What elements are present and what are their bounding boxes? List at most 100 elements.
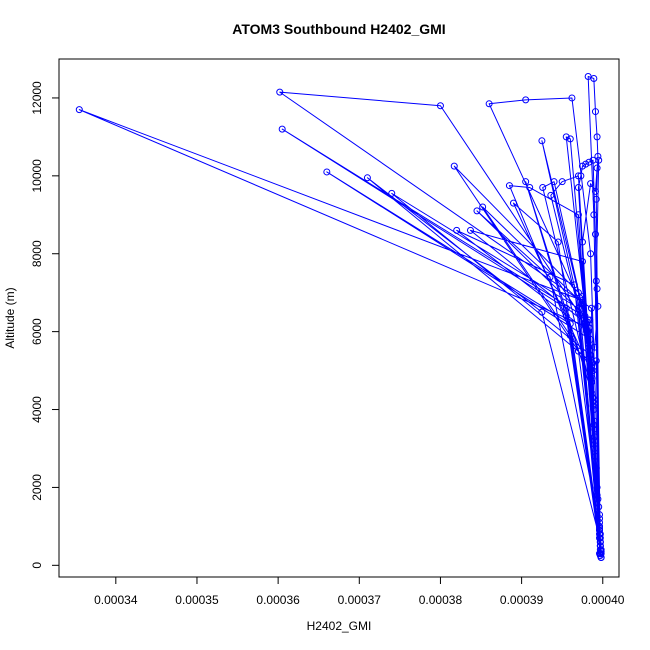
data-point: [594, 302, 602, 310]
data-point: [578, 258, 586, 266]
data-point: [538, 308, 546, 316]
data-point: [453, 226, 461, 234]
data-point: [587, 335, 595, 343]
x-tick-label: 0.00036: [256, 593, 300, 607]
data-point: [579, 300, 587, 308]
data-point: [590, 406, 598, 414]
x-tick-label: 0.00039: [500, 593, 544, 607]
data-point: [578, 162, 586, 170]
x-tick-label: 0.00038: [419, 593, 463, 607]
y-tick-label: 2000: [30, 474, 44, 501]
y-axis: 0 2000 4000 6000 8000 10000 12000: [30, 81, 60, 569]
data-point: [546, 273, 554, 281]
data-point: [574, 289, 582, 297]
data-point: [591, 343, 599, 351]
data-point: [593, 483, 601, 491]
data-point: [591, 452, 599, 460]
data-point: [590, 74, 598, 82]
data-point: [595, 503, 603, 511]
data-point: [568, 94, 576, 102]
data-point: [591, 187, 599, 195]
data-point: [596, 515, 604, 523]
data-point: [578, 238, 586, 246]
y-tick-label: 4000: [30, 396, 44, 423]
data-point: [591, 433, 599, 441]
data-point: [596, 550, 604, 558]
data-point: [505, 182, 513, 190]
x-tick-label: 0.00035: [175, 593, 219, 607]
data-point: [539, 184, 547, 192]
data-point: [591, 437, 599, 445]
data-point: [574, 172, 582, 180]
data-point: [596, 534, 604, 542]
y-tick-label: 0: [30, 562, 44, 569]
data-point: [588, 390, 596, 398]
data-point: [591, 444, 599, 452]
data-point: [584, 316, 592, 324]
data-point: [593, 285, 601, 293]
y-tick-label: 8000: [30, 240, 44, 267]
data-point: [596, 530, 604, 538]
data-point: [578, 293, 586, 301]
data-point: [594, 495, 602, 503]
chart-title: ATOM3 Southbound H2402_GMI: [232, 21, 445, 37]
data-point: [592, 195, 600, 203]
data-point: [363, 174, 371, 182]
data-point: [473, 207, 481, 215]
data-point: [589, 402, 597, 410]
data-point: [522, 178, 530, 186]
data-point: [583, 320, 591, 328]
data-point: [562, 304, 570, 312]
data-point: [596, 526, 604, 534]
data-point: [596, 511, 604, 519]
data-point: [566, 320, 574, 328]
data-point: [593, 133, 601, 141]
data-point: [550, 178, 558, 186]
data-point: [593, 491, 601, 499]
data-point: [586, 351, 594, 359]
data-point: [75, 106, 83, 114]
data-point: [587, 304, 595, 312]
data-point: [485, 100, 493, 108]
data-point: [594, 152, 602, 160]
x-tick-label: 0.00037: [338, 593, 382, 607]
data-point: [538, 137, 546, 145]
data-point: [578, 304, 586, 312]
data-point: [562, 312, 570, 320]
data-point: [574, 304, 582, 312]
y-tick-label: 12000: [30, 81, 44, 115]
data-point: [591, 425, 599, 433]
data-point: [388, 189, 396, 197]
data-point: [323, 168, 331, 176]
data-point: [589, 394, 597, 402]
data-point: [574, 308, 582, 316]
data-point: [276, 88, 284, 96]
data-point: [466, 226, 474, 234]
data-point: [591, 108, 599, 116]
data-point: [587, 374, 595, 382]
data-point: [596, 538, 604, 546]
x-axis: 0.00034 0.00035 0.00036 0.00037 0.00038 0.000…: [94, 576, 625, 607]
data-point: [436, 102, 444, 110]
data-point: [595, 156, 603, 164]
x-tick-label: 0.00040: [581, 593, 625, 607]
data-point: [558, 178, 566, 186]
data-point: [574, 184, 582, 192]
data-point: [547, 191, 555, 199]
x-axis-label: H2402_GMI: [307, 619, 372, 633]
data-point: [590, 211, 598, 219]
data-point: [574, 347, 582, 355]
data-point: [589, 367, 597, 375]
data-point: [450, 162, 458, 170]
data-point: [590, 421, 598, 429]
series-line: [78, 76, 602, 559]
data-point: [583, 328, 591, 336]
data-point: [509, 199, 517, 207]
data-point: [587, 367, 595, 375]
data-point: [522, 96, 530, 104]
data-point: [596, 546, 604, 554]
y-tick-label: 10000: [30, 159, 44, 193]
data-point: [587, 378, 595, 386]
data-point: [574, 211, 582, 219]
